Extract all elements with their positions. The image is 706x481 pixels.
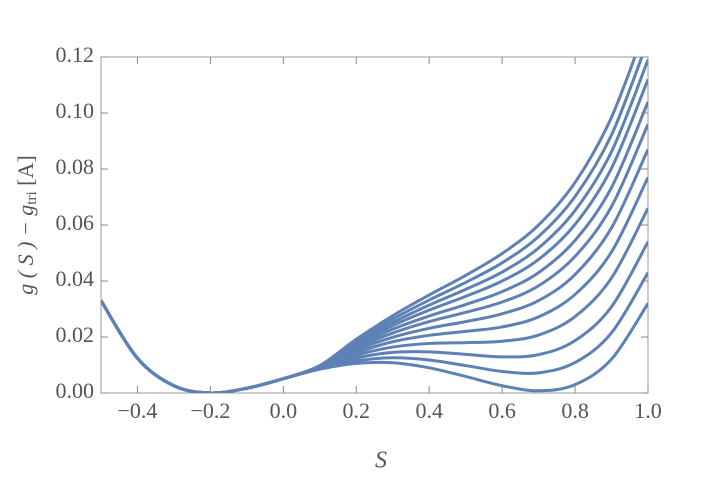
y-tick-label: 0.06 — [56, 210, 95, 235]
x-tick-label: 1.0 — [634, 398, 662, 423]
y-axis-title-tail: [A] — [13, 155, 38, 191]
x-tick-label: −0.4 — [118, 398, 158, 423]
curves — [101, 57, 648, 393]
x-tick-label: 0.0 — [270, 398, 298, 423]
x-tick-label: −0.2 — [190, 398, 230, 423]
x-tick-label: 0.4 — [415, 398, 443, 423]
y-tick-label: 0.12 — [56, 42, 95, 67]
y-axis-title: g ( S ) − gtri [A] — [13, 155, 40, 294]
y-axis-title-sub: tri — [24, 191, 40, 204]
y-tick-label: 0.02 — [56, 322, 95, 347]
y-axis-title-main: g ( S ) − g — [13, 205, 38, 295]
x-axis-title: S — [375, 448, 387, 474]
y-tick-label: 0.00 — [56, 378, 95, 403]
y-tick-label: 0.08 — [56, 154, 95, 179]
y-tick-label: 0.10 — [56, 98, 95, 123]
curve — [101, 57, 637, 393]
x-tick-label: 0.8 — [561, 398, 589, 423]
x-tick-label: 0.6 — [488, 398, 516, 423]
y-tick-label: 0.04 — [56, 266, 95, 291]
curve — [101, 148, 648, 393]
x-tick-label: 0.2 — [343, 398, 371, 423]
curve — [101, 123, 648, 393]
